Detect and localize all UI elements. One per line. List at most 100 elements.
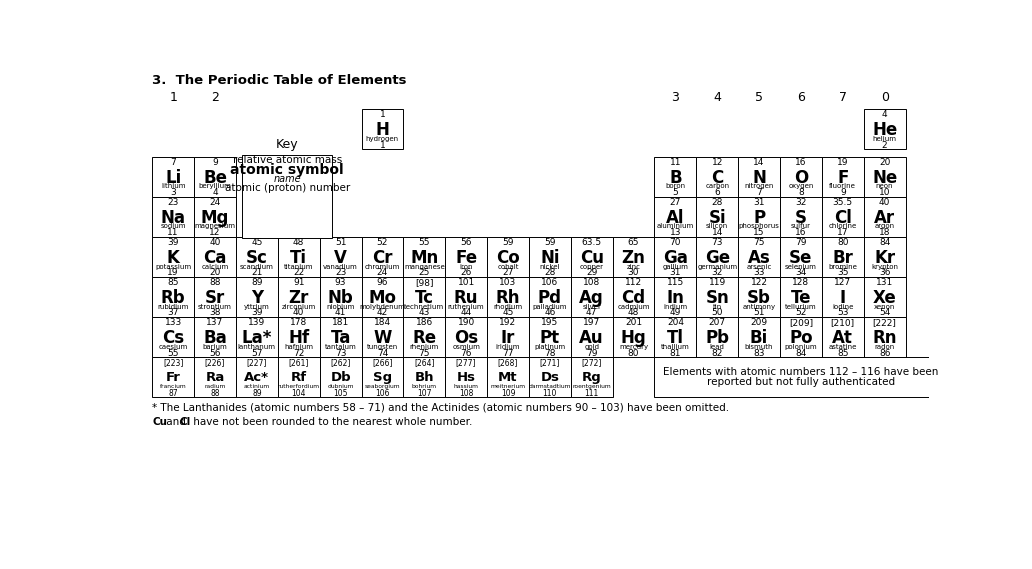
Text: 85: 85 [167,278,179,287]
Text: [226]: [226] [204,358,225,367]
Text: 89: 89 [251,278,262,287]
Text: 5: 5 [755,91,763,104]
Text: chromium: chromium [364,263,400,270]
Text: 72: 72 [293,349,304,357]
Text: 24: 24 [209,197,221,207]
Text: Db: Db [330,372,351,384]
Text: 82: 82 [711,349,722,357]
Text: gold: gold [584,344,600,349]
Text: 16: 16 [796,228,807,237]
Text: Bh: Bh [415,372,434,384]
Text: Ta: Ta [330,329,351,347]
Text: rubidium: rubidium [158,304,189,310]
Text: rutherfordium: rutherfordium [278,384,320,389]
Text: boron: boron [666,183,685,189]
Text: seaborgium: seaborgium [364,384,400,389]
Text: Bi: Bi [750,329,768,347]
Bar [445,237,487,277]
Text: radium: radium [204,384,226,389]
Text: Key: Key [276,138,298,151]
Text: atomic (proton) number: atomic (proton) number [225,183,350,193]
Text: 48: 48 [627,308,639,318]
Text: Re: Re [412,329,437,347]
Bar [864,237,905,277]
Text: 43: 43 [419,308,430,318]
Bar [613,237,654,277]
Text: 50: 50 [711,308,723,318]
Text: 96: 96 [377,278,388,287]
Text: 80: 80 [837,238,848,247]
Text: Rh: Rh [495,289,520,307]
Text: 57: 57 [251,349,262,357]
Text: Hs: Hs [456,372,476,384]
Bar [613,277,654,317]
Text: 52: 52 [796,308,807,318]
Bar [278,237,320,277]
Bar [361,237,404,277]
Text: Nb: Nb [328,289,353,307]
Text: 59: 59 [503,238,514,247]
Text: 53: 53 [837,308,848,318]
Text: 201: 201 [625,318,642,327]
Text: 103: 103 [499,278,517,287]
Bar [153,317,194,357]
Text: 128: 128 [793,278,809,287]
Text: vanadium: vanadium [323,263,358,270]
Text: xenon: xenon [874,304,896,310]
Text: mercury: mercury [619,344,648,349]
Text: 1: 1 [380,110,385,119]
Bar [194,357,236,397]
Text: iridium: iridium [495,344,520,349]
Text: Si: Si [708,209,727,226]
Text: 35.5: 35.5 [833,197,852,207]
Text: 23: 23 [167,197,179,207]
Bar [738,237,780,277]
Bar [821,157,864,197]
Text: [98]: [98] [415,278,433,287]
Bar [487,317,528,357]
Text: beryllium: beryllium [198,183,231,189]
Text: 55: 55 [167,349,179,357]
Text: phosphorus: phosphorus [739,224,779,229]
Text: Sg: Sg [373,372,392,384]
Text: Sb: Sb [747,289,771,307]
Bar [194,277,236,317]
Bar [738,277,780,317]
Text: 207: 207 [709,318,725,327]
Bar [278,357,320,397]
Text: 77: 77 [503,349,514,357]
Text: titanium: titanium [284,263,314,270]
Text: 76: 76 [460,349,472,357]
Text: bromine: bromine [829,263,858,270]
Text: Be: Be [203,168,227,187]
Text: 209: 209 [750,318,768,327]
Text: Fe: Fe [455,249,477,267]
Text: 87: 87 [168,389,178,398]
Bar [194,197,236,237]
Text: 40: 40 [209,238,221,247]
Bar [529,237,571,277]
Text: Ru: Ru [454,289,479,307]
Text: 127: 127 [834,278,851,287]
Text: 105: 105 [333,389,348,398]
Text: 18: 18 [879,228,891,237]
Text: Xe: Xe [873,289,897,307]
Text: oxygen: oxygen [788,183,813,189]
Text: krypton: krypton [871,263,898,270]
Text: tin: tin [713,304,721,310]
Text: Zn: Zn [621,249,645,267]
Text: Po: Po [789,329,813,347]
Text: 13: 13 [670,228,681,237]
Text: 197: 197 [583,318,601,327]
Text: 32: 32 [796,197,807,207]
Bar [697,317,738,357]
Text: Cs: Cs [162,329,185,347]
Text: bohrium: bohrium [412,384,437,389]
Text: 115: 115 [667,278,684,287]
Text: Cu: Cu [153,417,167,427]
Bar [613,317,654,357]
Text: 47: 47 [586,308,598,318]
Bar [320,277,361,317]
Text: Os: Os [454,329,478,347]
Bar [278,277,320,317]
